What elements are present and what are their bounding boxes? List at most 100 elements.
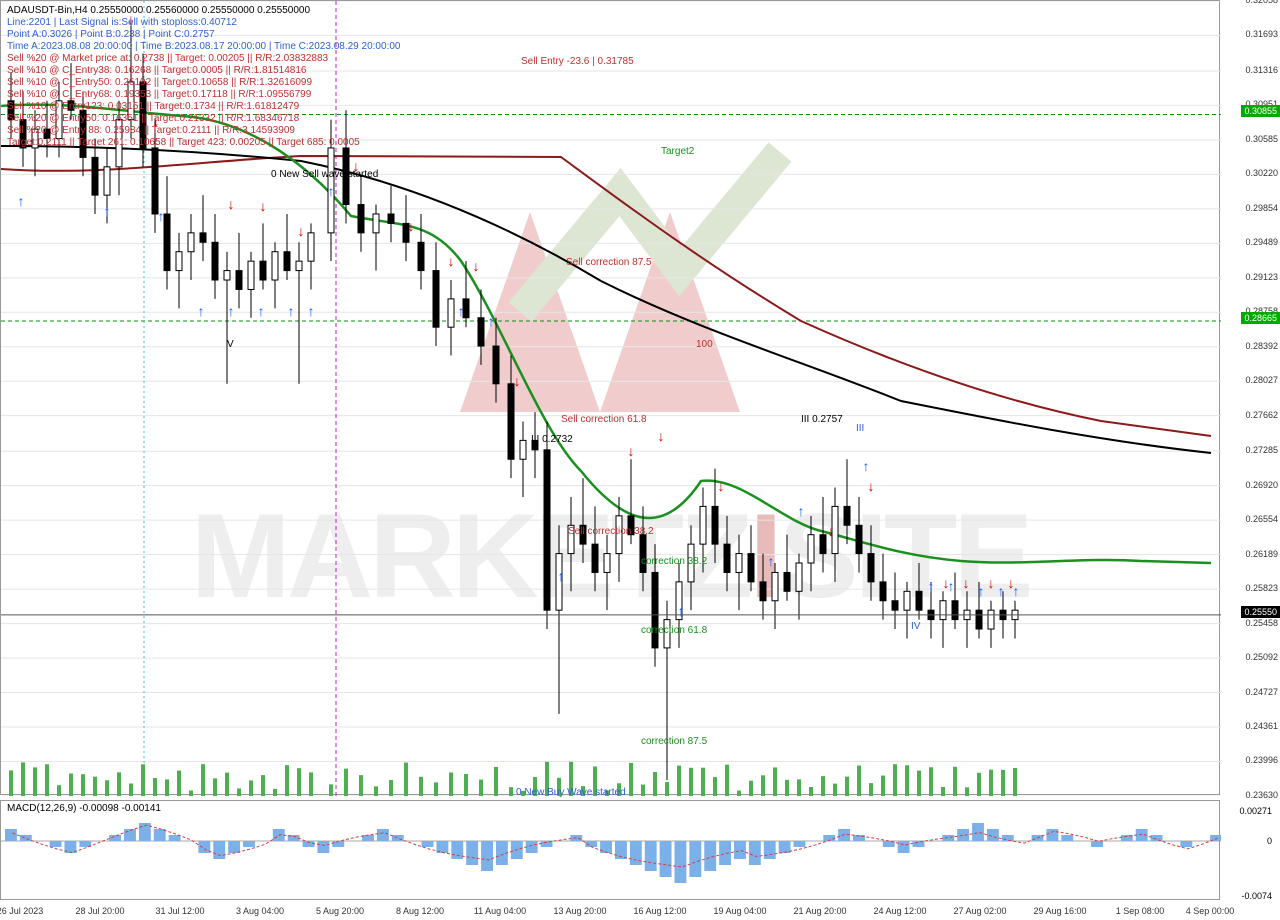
sell-arrow-icon: ↓ xyxy=(514,373,521,389)
y-tick: 0.23630 xyxy=(1245,790,1278,800)
buy-arrow-icon: ↑ xyxy=(288,303,295,319)
sell-entry-annot: Sell Entry -23.6 | 0.31785 xyxy=(521,56,634,67)
wave-iii-annot: III xyxy=(856,423,864,434)
sell-arrow-icon: ↓ xyxy=(298,223,305,239)
y-tick: 0.25092 xyxy=(1245,652,1278,662)
buy-arrow-icon: ↑ xyxy=(558,568,565,584)
macd-y-axis: 0.00271 0 -0.0074 xyxy=(1219,801,1274,901)
x-tick: 3 Aug 04:00 xyxy=(236,906,284,916)
sell-line-7: Sell %20 @ Entry 88: 0.25984 || Target:0… xyxy=(7,125,295,137)
time-x-axis: 26 Jul 2023 28 Jul 20:00 31 Jul 12:00 3 Aug… xyxy=(0,900,1220,918)
buy-arrow-icon: ↑ xyxy=(863,458,870,474)
buy-arrow-icon: ↑ xyxy=(998,583,1005,599)
sell-corr-618-annot: Sell correction 61.8 xyxy=(561,414,647,425)
y-tick: 0.27285 xyxy=(1245,445,1278,455)
sell-arrow-icon: ↓ xyxy=(718,478,725,494)
buy-arrow-icon: ↑ xyxy=(978,583,985,599)
y-tick: 0.31693 xyxy=(1245,29,1278,39)
target-line: Target:0.2111 || Target 261: 0.10658 || … xyxy=(7,137,360,149)
y-tick: 0.25823 xyxy=(1245,583,1278,593)
sell-corr-875-annot: Sell correction 87.5 xyxy=(566,257,652,268)
y-tick: 0.26920 xyxy=(1245,480,1278,490)
sell-line-4: Sell %10 @ C_Entry68: 0.19353 || Target:… xyxy=(7,89,311,101)
x-tick: 21 Aug 20:00 xyxy=(793,906,846,916)
wave-iv-annot: IV xyxy=(911,621,920,632)
buy-arrow-icon: ↑ xyxy=(928,578,935,594)
sell-arrow-icon: ↓ xyxy=(868,478,875,494)
sell-arrow-icon: ↓ xyxy=(260,198,267,214)
price-y-axis: 0.320580.316930.313160.309510.305850.302… xyxy=(1225,0,1280,795)
buy-arrow-icon: ↑ xyxy=(198,303,205,319)
new-sell-annot: 0 New Sell wave started xyxy=(271,169,378,180)
buy-arrow-icon: ↑ xyxy=(798,503,805,519)
sell-arrow-icon: ↓ xyxy=(988,575,995,591)
y-tick: 0.27662 xyxy=(1245,410,1278,420)
sell-arrow-icon: ↓ xyxy=(963,575,970,591)
sell-arrow-icon: ↓ xyxy=(448,253,455,269)
level-price-label: 0.30855 xyxy=(1241,105,1280,117)
x-tick: 8 Aug 12:00 xyxy=(396,906,444,916)
corr-875-annot: correction 87.5 xyxy=(641,736,707,747)
x-tick: 13 Aug 20:00 xyxy=(553,906,606,916)
buy-arrow-icon: ↑ xyxy=(488,313,495,329)
wave-iii-2757-annot: III 0.2757 xyxy=(801,414,843,425)
info-point: Point A:0.3026 | Point B:0.238 | Point C… xyxy=(7,29,215,41)
sell-arrow-icon: ↓ xyxy=(628,443,635,459)
sell-line-3: Sell %10 @ C_Entry50: 0.26192 || Target:… xyxy=(7,77,312,89)
buy-arrow-icon: ↑ xyxy=(228,303,235,319)
x-tick: 28 Jul 20:00 xyxy=(75,906,124,916)
y-tick: 0.29123 xyxy=(1245,272,1278,282)
macd-panel[interactable]: MACD(12,26,9) -0.00098 -0.00141 0.00271 … xyxy=(0,800,1220,900)
y-tick: 0.30220 xyxy=(1245,168,1278,178)
y-tick: 0.28027 xyxy=(1245,375,1278,385)
chart-title: ADAUSDT-Bin,H4 0.25550000 0.25560000 0.2… xyxy=(7,5,310,17)
sell-arrow-icon: ↓ xyxy=(828,523,835,539)
y-tick: 0.29489 xyxy=(1245,237,1278,247)
buy-arrow-icon: ↑ xyxy=(258,303,265,319)
sell-arrow-icon: ↓ xyxy=(473,258,480,274)
sell-arrow-icon: ↓ xyxy=(1008,575,1015,591)
x-tick: 16 Aug 12:00 xyxy=(633,906,686,916)
sell-arrow-icon: ↓ xyxy=(228,196,235,212)
level-price-label: 0.28665 xyxy=(1241,312,1280,324)
x-tick: 24 Aug 12:00 xyxy=(873,906,926,916)
current-price-label: 0.25550 xyxy=(1241,606,1280,618)
sell-arrow-icon: ↓ xyxy=(408,218,415,234)
y-tick: 0.31316 xyxy=(1245,65,1278,75)
macd-svg xyxy=(1,801,1221,901)
buy-arrow-icon: ↑ xyxy=(328,183,335,199)
buy-arrow-icon: ↑ xyxy=(18,193,25,209)
sell-arrow-icon: ↓ xyxy=(658,428,665,444)
sell-line-1: Sell %20 @ Market price at: 0.2738 || Ta… xyxy=(7,53,328,65)
y-tick: 0.28392 xyxy=(1245,341,1278,351)
y-tick: 0.25458 xyxy=(1245,618,1278,628)
y-tick: 0.23996 xyxy=(1245,755,1278,765)
y-tick: 0.29854 xyxy=(1245,203,1278,213)
x-tick: 29 Aug 16:00 xyxy=(1033,906,1086,916)
sell-line-5: Sell %10 @ Entry123: 0.03151 || Target:0… xyxy=(7,101,299,113)
y-tick: 0.24361 xyxy=(1245,721,1278,731)
buy-arrow-icon: ↑ xyxy=(104,203,111,219)
wave-v-annot: V xyxy=(227,339,234,350)
corr-618-annot: correction 61.8 xyxy=(641,625,707,636)
trading-chart-container: MARKETZISITE ↑↑↑↑↑↑↑↑↑↑↑↑↑↑↑↑↑↑↑↑↑↓↓↓↓↓↓… xyxy=(0,0,1280,920)
x-tick: 5 Aug 20:00 xyxy=(316,906,364,916)
target2-annot: Target2 xyxy=(661,146,694,157)
x-tick: 26 Jul 2023 xyxy=(0,906,43,916)
info-time: Time A:2023.08.08 20:00:00 | Time B:2023… xyxy=(7,41,400,53)
corr-382-annot: correction 38.2 xyxy=(641,556,707,567)
price-chart-panel[interactable]: MARKETZISITE ↑↑↑↑↑↑↑↑↑↑↑↑↑↑↑↑↑↑↑↑↑↓↓↓↓↓↓… xyxy=(0,0,1220,795)
y-tick: 0.32058 xyxy=(1245,0,1278,5)
buy-arrow-icon: ↑ xyxy=(678,603,685,619)
buy-arrow-icon: ↑ xyxy=(458,303,465,319)
y-tick: 0.26189 xyxy=(1245,549,1278,559)
x-tick: 19 Aug 04:00 xyxy=(713,906,766,916)
new-buy-annot: 0 New Buy Wave started xyxy=(516,787,626,798)
x-tick: 1 Sep 08:00 xyxy=(1116,906,1165,916)
info-line: Line:2201 | Last Signal is:Sell with sto… xyxy=(7,17,237,29)
x-tick: 4 Sep 00:00 xyxy=(1186,906,1235,916)
x-tick: 31 Jul 12:00 xyxy=(155,906,204,916)
wave-iii-2732-annot: III 0.2732 xyxy=(531,434,573,445)
y-tick: 0.26554 xyxy=(1245,514,1278,524)
sell-arrow-icon: ↓ xyxy=(943,575,950,591)
